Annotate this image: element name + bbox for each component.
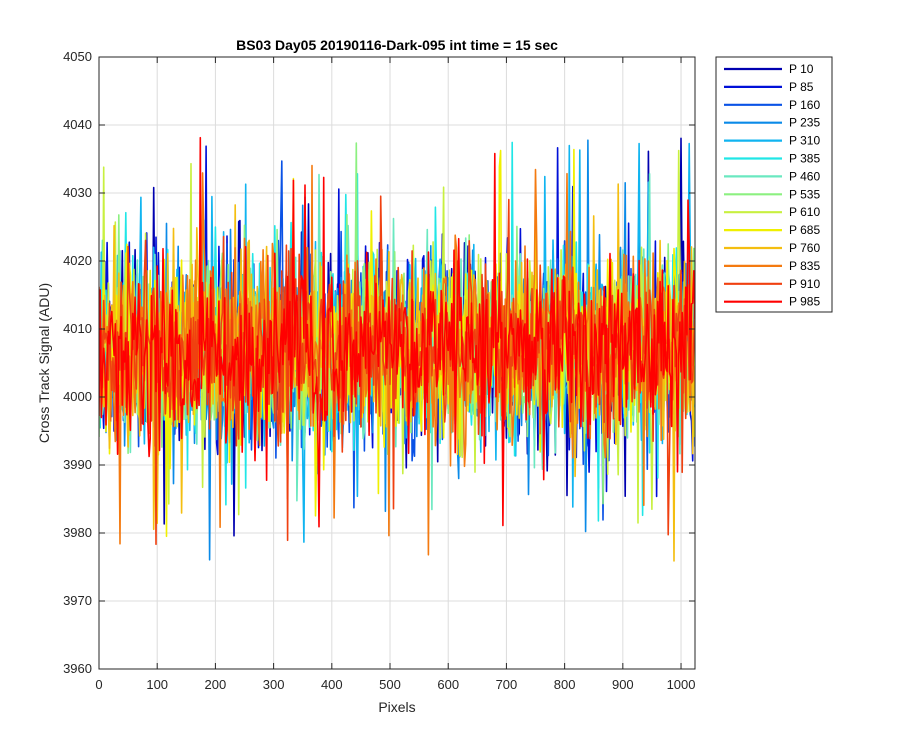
legend-entry-label: P 835 (789, 259, 820, 273)
x-tick-label: 500 (379, 677, 401, 692)
y-tick-label: 3990 (63, 457, 92, 472)
x-tick-label: 200 (205, 677, 227, 692)
legend-entry-label: P 610 (789, 205, 820, 219)
legend-box (715, 56, 833, 313)
legend-entry-label: P 535 (789, 187, 820, 201)
x-tick-label: 800 (554, 677, 576, 692)
x-tick-label: 100 (146, 677, 168, 692)
chart-title: BS03 Day05 20190116-Dark-095 int time = … (236, 37, 558, 53)
y-tick-label: 3970 (63, 593, 92, 608)
legend-entry-label: P 910 (789, 277, 820, 291)
legend-entry-label: P 160 (789, 98, 820, 112)
x-tick-label: 900 (612, 677, 634, 692)
y-axis-ticks: 3960 3970 3980 3990 4000 4010 4020 4030 4040 4050 (63, 49, 695, 676)
legend-entry-label: P 685 (789, 223, 820, 237)
x-axis-label: Pixels (378, 699, 415, 715)
series-group (99, 136, 695, 562)
y-tick-label: 4040 (63, 117, 92, 132)
legend-entry-label: P 310 (789, 134, 820, 148)
y-tick-label: 4010 (63, 321, 92, 336)
x-tick-label: 1000 (667, 677, 696, 692)
legend-entry-label: P 985 (789, 295, 820, 309)
y-tick-label: 4050 (63, 49, 92, 64)
x-tick-label: 700 (496, 677, 518, 692)
legend-entry-label: P 235 (789, 116, 820, 130)
legend-entry-label: P 85 (789, 80, 814, 94)
y-axis-label: Cross Track Signal (ADU) (36, 283, 52, 443)
legend-entry-label: P 460 (789, 169, 820, 183)
x-tick-label: 300 (263, 677, 285, 692)
x-tick-label: 400 (321, 677, 343, 692)
series-line-p985 (99, 136, 695, 528)
legend: P 10 P 85 P 160 P 235 P 310 P 385 P 460 P 535 P … (715, 56, 833, 313)
x-tick-label: 0 (95, 677, 102, 692)
y-tick-label: 4020 (63, 253, 92, 268)
y-tick-label: 4000 (63, 389, 92, 404)
y-tick-label: 4030 (63, 185, 92, 200)
legend-entry-label: P 10 (789, 62, 814, 76)
x-axis-ticks: 0 100 200 300 400 500 600 700 800 900 1000 (95, 57, 695, 692)
plot-frame (98, 56, 696, 670)
x-tick-label: 600 (437, 677, 459, 692)
y-tick-label: 3960 (63, 661, 92, 676)
y-tick-label: 3980 (63, 525, 92, 540)
legend-entry-label: P 760 (789, 241, 820, 255)
legend-entry-label: P 385 (789, 152, 820, 166)
